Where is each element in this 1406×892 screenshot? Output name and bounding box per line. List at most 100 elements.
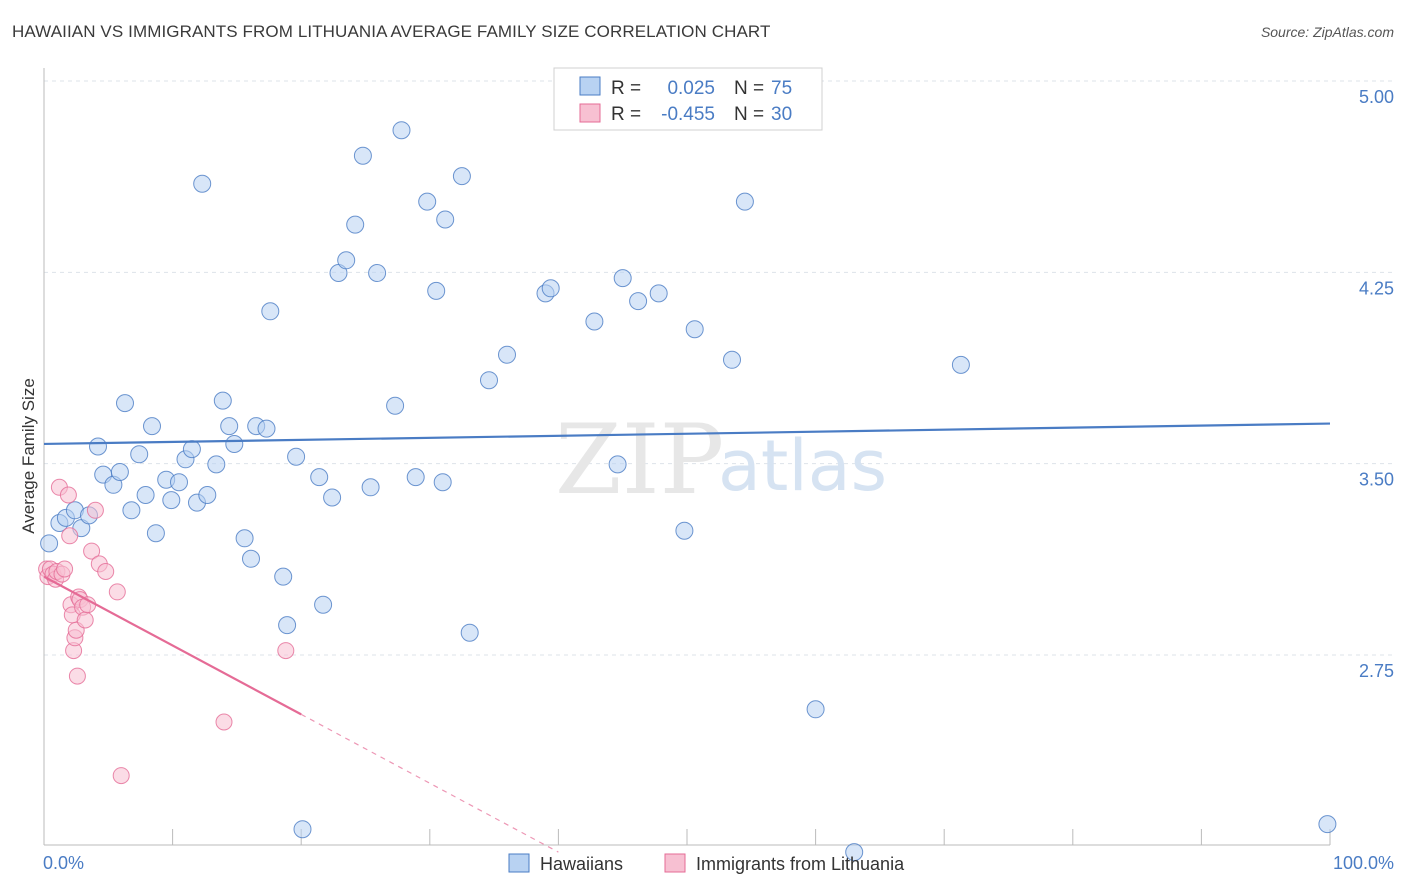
grid-lines [44,80,1394,656]
hawaiians-point [182,440,201,459]
hawaiians-point [225,435,244,453]
hawaiians-point [735,192,754,211]
hawaiians-point [418,192,437,211]
hawaiians-point [452,167,471,186]
hawaiians-point [460,623,479,642]
series-swatch-hawaiians [508,853,530,873]
legend-r-label-lithuania: R = [611,104,641,125]
y-tick-label: 3.50 [1359,470,1394,490]
hawaiians-point [257,419,276,438]
y-tick-label: 5.00 [1359,87,1394,107]
hawaiians-point [116,394,134,413]
hawaiians-point [261,302,280,321]
hawaiians-point [649,284,668,303]
lithuania-point [68,667,86,685]
hawaiians-point [136,486,155,504]
hawaiians-point [806,700,825,719]
hawaiians-point [361,478,380,497]
lithuania-trend-line [43,575,302,716]
hawaiians-point [162,491,181,510]
hawaiians-point [293,820,312,839]
legend-swatch-lithuania [579,103,601,123]
hawaiians-point [1318,815,1337,834]
hawaiians-point [346,215,365,234]
hawaiians-point [406,468,425,487]
hawaiians-point [498,345,516,364]
x-tick-marks [43,829,1331,845]
hawaiians-point [337,251,356,270]
lithuania-point [61,527,79,545]
series-label-lithuania: Immigrants from Lithuania [696,854,905,874]
chart-source: Source: ZipAtlas.com [1260,24,1394,40]
lithuania-point [112,767,130,785]
hawaiians-point [368,264,387,282]
hawaiians-point [608,455,627,474]
legend-r-value-lithuania: -0.455 [661,104,715,125]
watermark-zip: ZIP [555,404,724,516]
hawaiians-point [89,437,107,456]
x-tick-label-start: 0.0% [43,853,84,873]
hawaiians-point [170,473,188,492]
hawaiians-point [278,616,297,635]
lithuania-point [215,713,233,731]
hawaiians-point [40,534,59,553]
legend-n-label-hawaiians: N = [734,78,764,99]
watermark-atlas: atlas [718,425,887,507]
hawaiians-trend-line [43,422,1331,446]
hawaiians-point [353,146,372,165]
hawaiians-point [143,417,161,436]
lithuania-point [108,583,126,601]
hawaiians-point [235,529,254,548]
legend-n-value-hawaiians: 75 [771,78,792,99]
hawaiians-point [613,269,632,288]
legend-n-label-lithuania: N = [734,104,764,125]
series-swatch-lithuania [664,853,686,873]
hawaiians-point [845,843,864,862]
lithuania-point [97,563,115,580]
hawaiians-point [207,455,226,474]
legend: R = 0.025 N = 75 R = -0.455 N = 30 [553,67,823,131]
lithuania-point [56,560,74,578]
hawaiians-point [198,486,217,504]
hawaiians-point [675,521,694,540]
hawaiians-point [220,417,239,436]
x-tick-label-end: 100.0% [1333,853,1394,873]
hawaiians-point [146,524,165,543]
lithuania-point [83,542,101,560]
series-legend: Hawaiians Immigrants from Lithuania [508,853,905,874]
y-tick-label: 2.75 [1359,661,1394,681]
hawaiians-point [287,447,306,466]
hawaiians-point [723,350,741,369]
hawaiians-point [310,468,329,487]
legend-swatch-hawaiians [579,76,601,96]
trend-lines [43,422,1331,853]
y-tick-labels: 2.75 3.50 4.25 5.00 [1359,87,1394,681]
hawaiians-point [436,210,455,229]
lithuania-trend-extension [300,713,559,853]
hawaiians-point [323,488,342,507]
hawaiians-point [314,595,333,614]
watermark: ZIP atlas [555,404,887,516]
hawaiians-point [130,445,149,464]
lithuania-point [59,486,77,504]
lithuania-point [86,501,104,519]
chart-title: HAWAIIAN VS IMMIGRANTS FROM LITHUANIA AV… [12,22,771,41]
data-points [38,121,1337,862]
lithuania-point [277,642,295,660]
legend-r-value-hawaiians: 0.025 [667,78,715,99]
hawaiians-point [110,463,129,481]
legend-r-label-hawaiians: R = [611,78,641,99]
hawaiians-point [629,292,648,311]
y-tick-label: 4.25 [1359,278,1394,298]
series-label-hawaiians: Hawaiians [540,854,623,874]
y-axis-label: Average Family Size [19,378,38,534]
lithuania-point [76,611,94,629]
hawaiians-point [274,567,293,586]
hawaiians-point [122,501,141,520]
hawaiians-point [541,279,560,298]
legend-n-value-lithuania: 30 [771,104,792,125]
hawaiians-point [951,355,970,374]
hawaiians-point [386,396,405,415]
hawaiians-point [242,549,260,568]
